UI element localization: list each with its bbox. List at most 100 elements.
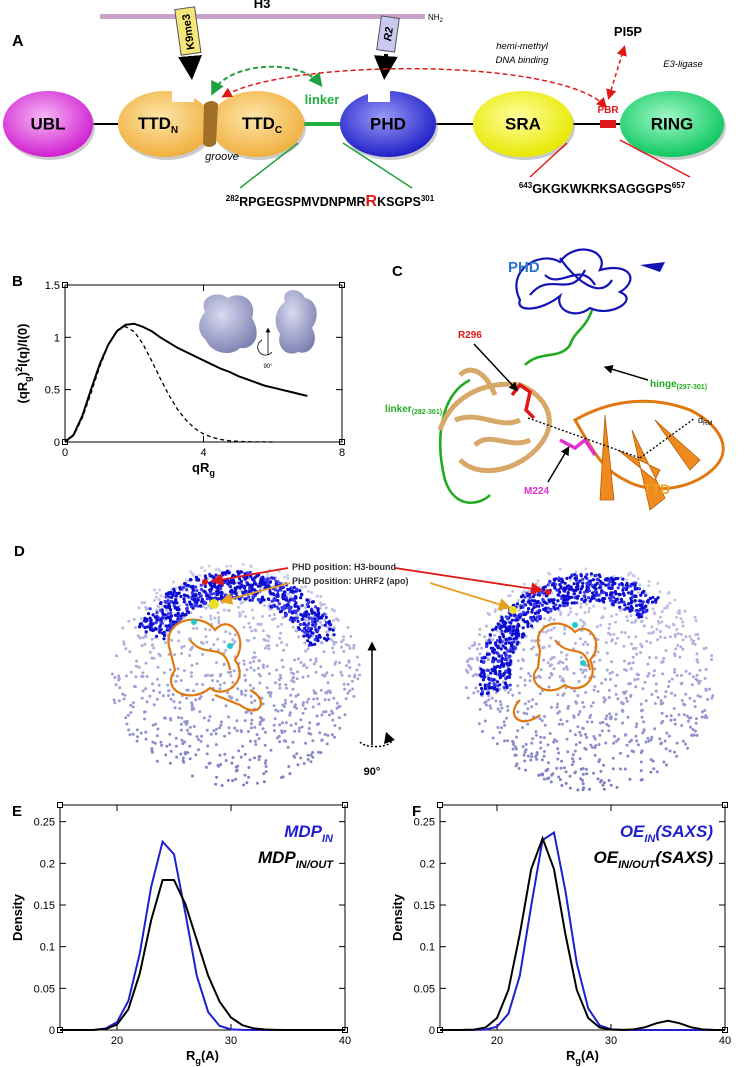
conformer-point [194, 698, 198, 702]
phd-point [311, 631, 315, 635]
conformer-point [204, 765, 208, 769]
conformer-point [293, 755, 297, 759]
conformer-point [195, 662, 199, 666]
conformer-point [165, 608, 169, 612]
conformer-point [589, 704, 593, 708]
conformer-point [218, 753, 222, 757]
conformer-point [348, 666, 352, 670]
seq-pointer [342, 142, 413, 189]
conformer-point [626, 715, 630, 719]
conformer-point [579, 605, 583, 609]
conformer-point [572, 647, 575, 651]
conformer-point [199, 615, 203, 619]
conformer-point [269, 748, 273, 752]
conformer-point [239, 601, 243, 605]
conformer-point [242, 659, 246, 663]
conformer-point [663, 606, 667, 610]
conformer-point [582, 786, 586, 790]
conformer-point [315, 594, 319, 598]
phd-point [322, 612, 326, 616]
conformer-point [568, 606, 572, 610]
conformer-point [691, 728, 695, 731]
phd-point [253, 588, 257, 592]
conformer-point [470, 644, 474, 648]
conformer-point [704, 646, 708, 650]
conformer-point [542, 777, 546, 781]
conformer-point [600, 729, 604, 733]
conformer-point [595, 625, 599, 629]
conformer-point [568, 786, 572, 790]
conformer-point [188, 744, 192, 748]
y-axis-label: Density [390, 893, 405, 941]
panel-c: C PHD R296 hinge(297-301) linker(282-301… [385, 248, 725, 511]
phd-point [168, 604, 172, 608]
conformer-point [250, 629, 254, 633]
phd-point [208, 595, 212, 599]
conformer-point [539, 735, 543, 739]
conformer-point [619, 575, 623, 579]
conformer-point [327, 698, 331, 702]
conformer-point [638, 583, 642, 587]
phd-point [565, 576, 569, 581]
conformer-point [599, 780, 602, 784]
phd-point [504, 641, 508, 646]
conformer-point [612, 632, 616, 636]
conformer-point [178, 707, 182, 710]
drm-sub: RM [703, 421, 712, 427]
conformer-point [180, 645, 184, 649]
phd-point [634, 604, 639, 608]
conformer-point [134, 675, 138, 679]
conformer-point [127, 619, 131, 623]
phd-point [303, 626, 307, 631]
conformer-point [144, 730, 148, 734]
conformer-point [620, 630, 624, 634]
conformer-point [140, 644, 144, 648]
phd-point [644, 604, 648, 608]
conformer-point [223, 734, 227, 738]
phd-point [209, 583, 213, 587]
conformer-point [708, 687, 711, 691]
conformer-point [340, 645, 343, 649]
label-part: R [186, 1048, 196, 1063]
conformer-point [294, 722, 298, 726]
conformer-point [252, 660, 256, 663]
phd-point [493, 627, 497, 631]
phd-point [313, 605, 318, 609]
phd-point [514, 618, 518, 622]
phd-point [325, 638, 329, 642]
conformer-point [669, 718, 673, 722]
conformer-point [338, 704, 342, 708]
conformer-point [346, 682, 350, 686]
conformer-point [673, 718, 677, 722]
ttdn-main: TTD [138, 114, 171, 133]
conformer-point [523, 759, 527, 763]
conformer-point [608, 716, 612, 720]
conformer-point [157, 597, 161, 601]
conformer-point [311, 705, 315, 709]
conformer-point [494, 699, 498, 703]
conformer-point [157, 652, 161, 656]
conformer-point [188, 757, 192, 761]
phd-point [137, 625, 142, 629]
phd-point [240, 583, 244, 587]
conformer-point [652, 611, 656, 614]
conformer-point [581, 671, 585, 675]
groove-shape [203, 101, 218, 147]
conformer-point [208, 761, 212, 765]
conformer-point [548, 664, 552, 668]
x-tick-label: 30 [605, 1035, 617, 1047]
conformer-point [524, 768, 528, 772]
phd-point [138, 622, 142, 626]
conformer-point [281, 775, 285, 779]
conformer-point [335, 701, 339, 705]
conformer-point [611, 767, 615, 771]
phd-point [277, 602, 281, 606]
conformer-point [199, 695, 203, 699]
rotation-head [384, 732, 395, 744]
conformer-point [646, 736, 650, 740]
phd-point [158, 630, 162, 634]
phd-point [597, 573, 601, 577]
conformer-point [516, 684, 520, 688]
phd-point [514, 646, 518, 650]
conformer-point [551, 772, 555, 776]
